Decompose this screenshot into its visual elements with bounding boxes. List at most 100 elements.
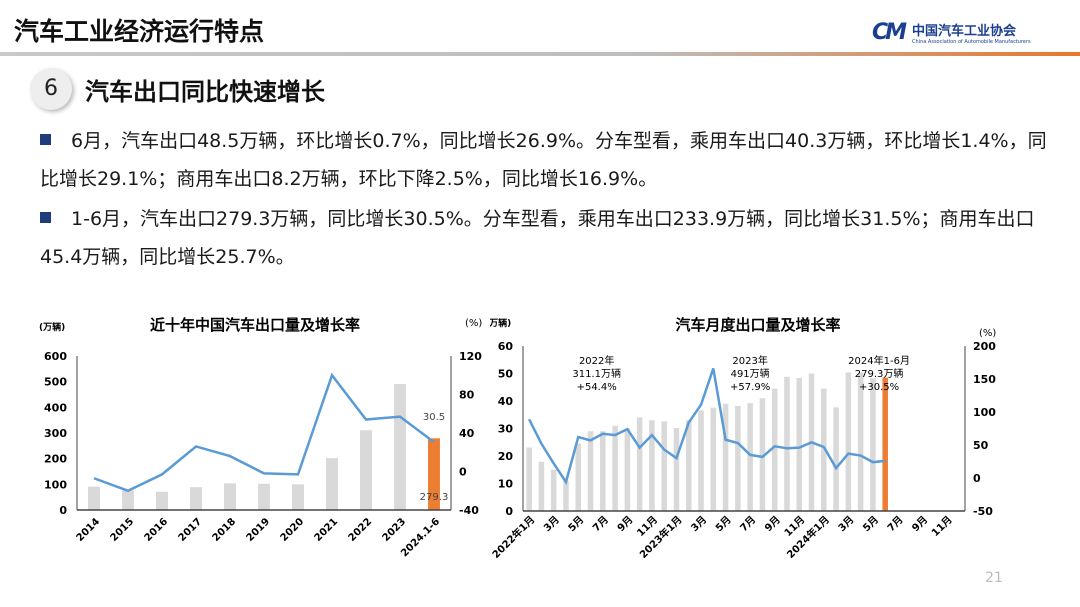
x-tick-label: 2014 <box>75 516 102 543</box>
y2-axis-unit: (%) <box>465 318 482 329</box>
bar <box>156 491 168 510</box>
y2-tick-label: 80 <box>459 389 475 402</box>
year-annotation: 2022年 <box>579 354 614 367</box>
y-axis-unit: (万辆) <box>490 317 511 329</box>
header-divider <box>0 52 1080 56</box>
y2-tick-label: 0 <box>459 466 467 479</box>
x-tick-label: 2022 <box>347 516 374 543</box>
y2-tick-label: -50 <box>973 505 993 518</box>
bar <box>624 428 631 511</box>
bar <box>870 378 876 511</box>
y2-tick-label: 120 <box>459 350 482 363</box>
growth-line <box>528 368 886 485</box>
year-annotation: 491万辆 <box>731 367 770 380</box>
y-tick-label: 50 <box>498 368 514 381</box>
monthly-export-chart: 汽车月度出口量及增长率 (万辆) (%) 0 10 20 30 40 50 60 -50 0 50 100… <box>490 316 996 561</box>
year-annotation: 2024年1-6月 <box>848 354 910 367</box>
bar <box>784 376 790 511</box>
y-tick-label: 10 <box>498 478 514 491</box>
x-tick-label: 2020 <box>279 516 306 543</box>
section-title: 汽车出口同比快速增长 <box>85 78 325 106</box>
y-tick-label: 600 <box>44 350 67 363</box>
bar <box>649 420 655 511</box>
x-tick-label: 2019 <box>245 516 272 543</box>
x-tick-label: 2022年1月 <box>490 513 537 561</box>
bar <box>673 427 680 511</box>
x-tick-label: 3月 <box>836 514 856 534</box>
year-annotation: +57.9% <box>730 382 770 393</box>
x-tick-label: 11月 <box>929 514 954 539</box>
x-tick-label: 9月 <box>762 514 782 534</box>
bar <box>563 480 569 511</box>
bar <box>88 486 100 510</box>
x-tick-label: 2023 <box>381 516 408 543</box>
year-annotation: 279.3万辆 <box>855 367 904 380</box>
bar <box>538 461 545 511</box>
x-tick-label: 9月 <box>910 514 930 534</box>
logo: CM 中国汽车工业协会 China Association of Automob… <box>872 20 1031 45</box>
y-tick-label: 0 <box>505 505 513 518</box>
bar <box>685 420 692 511</box>
y-axis-unit: (万辆) <box>39 321 65 333</box>
bar <box>771 388 778 511</box>
bullet-text: 1-6月，汽车出口279.3万辆，同比增长30.5%。分车型看，乘用车出口233… <box>40 208 1035 268</box>
bullet-square-icon <box>40 212 51 223</box>
x-tick-label: 2015 <box>109 516 136 543</box>
bar <box>587 431 594 511</box>
bar <box>882 377 888 511</box>
bar <box>845 372 852 511</box>
section-number: 6 <box>30 68 72 110</box>
logo-cn: 中国汽车工业协会 <box>912 24 1017 39</box>
bar <box>394 383 406 510</box>
x-tick-label: 2018 <box>211 516 238 543</box>
y-tick-label: 60 <box>498 340 514 353</box>
y2-tick-label: 150 <box>973 373 996 386</box>
bar <box>428 438 440 510</box>
line-data-label: 30.5 <box>423 412 445 423</box>
x-tick-label: 3月 <box>541 514 561 534</box>
y2-tick-label: -40 <box>459 504 479 517</box>
bar <box>698 410 704 511</box>
bar <box>612 425 618 511</box>
x-tick-label: 5月 <box>861 514 881 534</box>
y2-tick-label: 50 <box>973 439 989 452</box>
year-annotation: 2023年 <box>732 354 767 367</box>
y2-tick-label: 40 <box>459 427 475 440</box>
cam-logo-icon: CM <box>872 20 907 45</box>
bar <box>326 458 338 510</box>
bar-data-label: 279.3 <box>420 492 449 503</box>
bar <box>759 398 766 511</box>
y-tick-label: 200 <box>44 453 67 466</box>
bar <box>636 417 643 511</box>
bar <box>796 377 803 511</box>
bar <box>360 430 372 510</box>
bar <box>600 431 606 511</box>
bar <box>735 405 741 511</box>
x-tick-label: 5月 <box>566 514 586 534</box>
bar <box>190 487 202 510</box>
y-tick-label: 40 <box>498 395 514 408</box>
bar <box>550 469 557 511</box>
chart-title: 近十年中国汽车出口量及增长率 <box>150 316 360 334</box>
year-annotation: +30.5% <box>859 382 899 393</box>
bar <box>857 372 864 511</box>
annual-export-chart: 近十年中国汽车出口量及增长率(万辆) (%)0100200300400500600… <box>39 316 482 559</box>
bar <box>526 447 532 511</box>
bar <box>747 403 753 511</box>
y2-tick-label: 0 <box>973 472 981 485</box>
bar <box>821 388 827 511</box>
logo-en: China Association of Automobile Manufact… <box>912 39 1031 45</box>
bullet-h1: 1-6月，汽车出口279.3万辆，同比增长30.5%。分车型看，乘用车出口233… <box>40 200 1050 276</box>
y2-tick-label: 100 <box>973 406 996 419</box>
y-tick-label: 500 <box>44 376 67 389</box>
bar <box>833 407 839 511</box>
x-tick-label: 2017 <box>177 516 204 543</box>
bar <box>292 484 304 510</box>
chart-title: 汽车月度出口量及增长率 <box>675 316 840 334</box>
bar <box>661 421 667 511</box>
x-tick-label: 3月 <box>689 514 709 534</box>
y2-axis-unit: (%) <box>979 328 996 339</box>
bullet-june: 6月，汽车出口48.5万辆，环比增长0.7%，同比增长26.9%。分车型看，乘用… <box>40 122 1050 198</box>
y2-tick-label: 200 <box>973 340 996 353</box>
x-tick-label: 2021 <box>313 516 340 543</box>
